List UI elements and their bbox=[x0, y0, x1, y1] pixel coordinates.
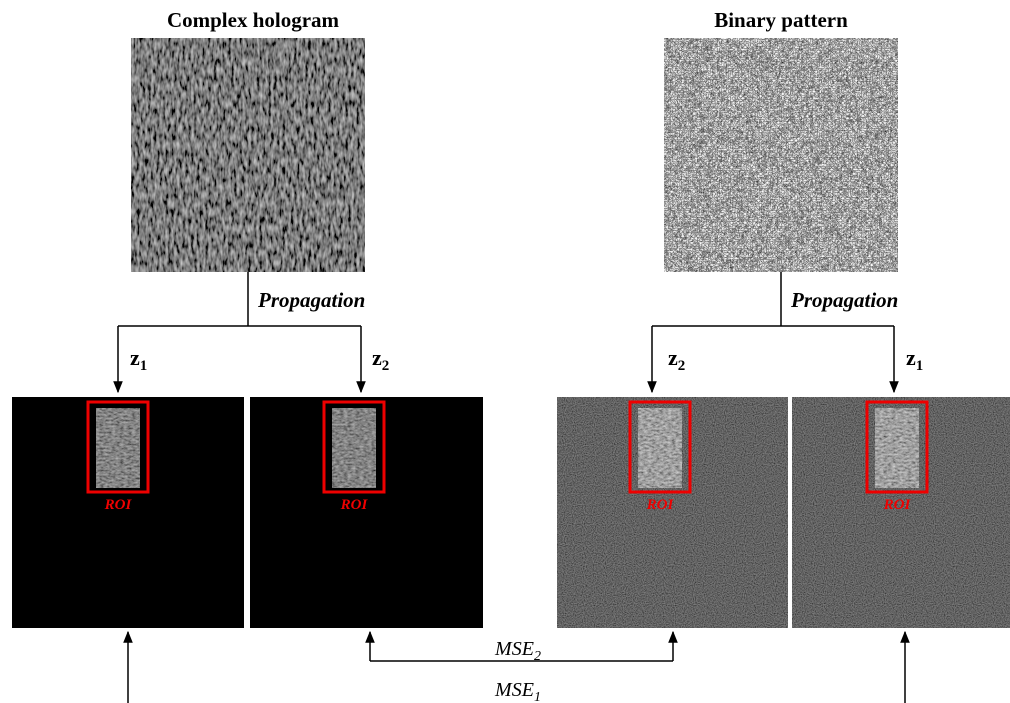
propagation-label: Propagation bbox=[790, 288, 898, 312]
title: Complex hologram bbox=[167, 8, 340, 32]
roi-label: ROI bbox=[340, 497, 369, 513]
roi-box bbox=[322, 400, 386, 494]
roi-box bbox=[865, 400, 929, 494]
roi-box bbox=[86, 400, 150, 494]
propagation-label: Propagation bbox=[257, 288, 365, 312]
hologram-image bbox=[131, 38, 365, 272]
loss-label: MSE1 bbox=[494, 679, 541, 703]
roi-label: ROI bbox=[104, 497, 133, 513]
reconstruction bbox=[96, 408, 140, 488]
binary-image bbox=[664, 38, 898, 272]
connector bbox=[123, 630, 910, 703]
roi-label: ROI bbox=[646, 497, 675, 513]
distance-label: z1 bbox=[130, 345, 147, 374]
reconstruction bbox=[875, 408, 919, 488]
distance-label: z1 bbox=[906, 345, 923, 374]
title: Binary pattern bbox=[714, 8, 848, 32]
reconstruction bbox=[638, 408, 682, 488]
reconstruction bbox=[332, 408, 376, 488]
loss-label: MSE2 bbox=[494, 638, 541, 664]
roi-box bbox=[628, 400, 692, 494]
distance-label: z2 bbox=[372, 345, 389, 374]
distance-label: z2 bbox=[668, 345, 685, 374]
connector bbox=[113, 272, 899, 394]
roi-label: ROI bbox=[883, 497, 912, 513]
